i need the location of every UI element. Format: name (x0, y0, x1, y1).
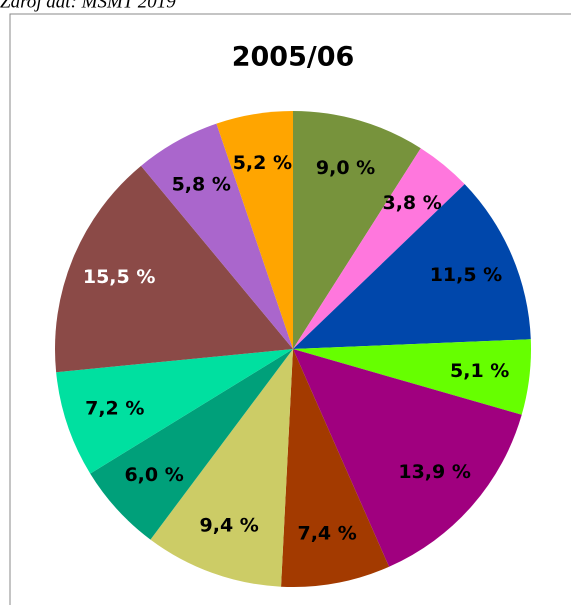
pie-slice (150, 349, 293, 587)
pie-slice (141, 123, 293, 350)
pie-slice (90, 349, 293, 540)
data-label: 7,2 % (85, 397, 144, 419)
source: Zdroj dat: MSMT 2019 (0, 0, 176, 12)
pie-slice (293, 184, 531, 349)
data-label: 9,0 % (316, 157, 375, 179)
chart-title: 2005/06 (232, 42, 355, 73)
pie-slice (293, 148, 465, 349)
pie-slice (55, 165, 294, 373)
pie-slice (281, 349, 390, 587)
data-label: 13,9 % (398, 461, 471, 483)
data-label: 5,1 % (450, 360, 509, 382)
data-label: 7,4 % (297, 522, 356, 544)
pie-slice (293, 339, 531, 415)
data-label: 6,0 % (124, 464, 183, 486)
data-label: 15,5 % (83, 266, 156, 288)
pie-slice (293, 349, 522, 567)
pie-slice (56, 349, 293, 474)
pie-slice (293, 111, 421, 349)
data-label: 5,2 % (233, 152, 292, 174)
data-label: 9,4 % (200, 514, 259, 536)
data-label: 5,8 % (172, 173, 231, 195)
data-label: 3,8 % (382, 192, 441, 214)
pie-slice (216, 111, 293, 349)
data-label: 11,5 % (430, 264, 503, 286)
